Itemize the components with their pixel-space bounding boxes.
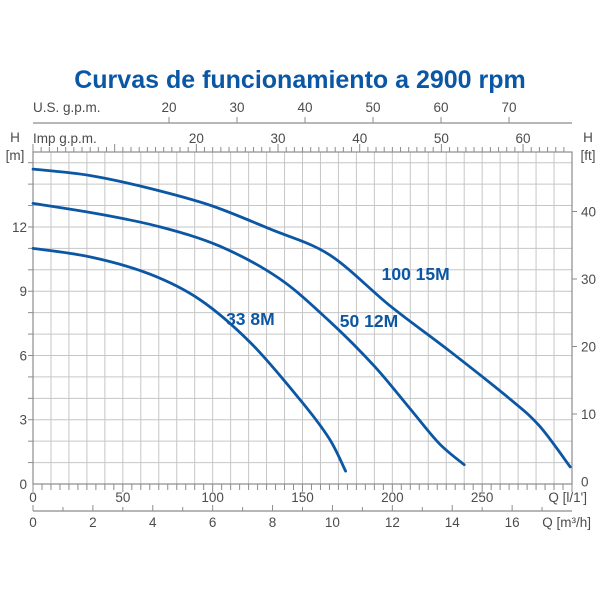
- grid: [33, 152, 572, 484]
- tick-label: 30: [271, 131, 286, 146]
- tick-label: 40: [297, 100, 312, 115]
- axis-left-m: H [m] 0 3 6 9 12: [6, 130, 33, 492]
- curve-50-12m: [31, 202, 466, 467]
- curves: 100 15M 50 12M 33 8M: [31, 167, 572, 473]
- curve-label-33-8m: 33 8M: [226, 309, 275, 329]
- tick-label: 20: [189, 131, 204, 146]
- tick-label: 10: [325, 515, 340, 530]
- tick-label: 0: [29, 515, 37, 530]
- tick-label: 100: [201, 490, 224, 505]
- tick-label: 4: [149, 515, 157, 530]
- tick-label: 60: [434, 100, 449, 115]
- tick-label: 40: [581, 205, 596, 220]
- axis-label-m3-h: Q [m³/h]: [542, 515, 591, 530]
- axis-m3-h: 0 2 4 6 8 10 12 14 16 Q [m³/h]: [29, 505, 591, 530]
- tick-label: 12: [385, 515, 400, 530]
- tick-label: 10: [581, 407, 596, 422]
- tick-label: 70: [502, 100, 517, 115]
- tick-label: 200: [381, 490, 404, 505]
- tick-label: 30: [581, 272, 596, 287]
- axis-label-imp-gpm: Imp g.p.m.: [33, 131, 97, 146]
- tick-label: 2: [89, 515, 97, 530]
- tick-label: 0: [29, 490, 37, 505]
- tick-label: 6: [19, 348, 27, 363]
- axis-label-h-right: H: [583, 130, 593, 145]
- tick-label: 8: [269, 515, 277, 530]
- tick-label: 40: [352, 131, 367, 146]
- tick-label: 20: [581, 340, 596, 355]
- axis-label-us-gpm: U.S. g.p.m.: [33, 100, 101, 115]
- tick-label: 0: [581, 475, 589, 490]
- tick-label: 20: [161, 100, 176, 115]
- axis-unit-m: [m]: [6, 148, 25, 163]
- tick-label: 50: [115, 490, 130, 505]
- curve-label-50-12m: 50 12M: [340, 311, 398, 331]
- tick-label: 12: [12, 220, 27, 235]
- axis-unit-ft: [ft]: [580, 148, 595, 163]
- chart-title: Curvas de funcionamiento a 2900 rpm: [74, 66, 526, 94]
- axis-label-h-left: H: [10, 130, 20, 145]
- axis-right-ft: H [ft] 0 10 20 30 40: [572, 130, 596, 490]
- axis-l-min: 0 50 100 150 200 250 Q [l/1']: [29, 484, 587, 505]
- curve-100-15m: [31, 167, 572, 469]
- tick-label: 0: [19, 477, 27, 492]
- axis-label-l-min: Q [l/1']: [548, 490, 587, 505]
- axis-imp-gpm: Imp g.p.m. 20 30 40 50 60: [32, 131, 565, 152]
- curve-label-100-15m: 100 15M: [382, 264, 450, 284]
- tick-label: 3: [19, 413, 27, 428]
- tick-label: 14: [445, 515, 461, 530]
- axis-us-gpm: U.S. g.p.m. 20 30 40 50 60 70: [33, 100, 572, 124]
- tick-label: 50: [434, 131, 449, 146]
- tick-label: 60: [516, 131, 531, 146]
- tick-label: 6: [209, 515, 217, 530]
- tick-label: 50: [366, 100, 381, 115]
- tick-label: 9: [19, 284, 27, 299]
- tick-label: 150: [291, 490, 314, 505]
- tick-label: 250: [471, 490, 494, 505]
- tick-label: 16: [505, 515, 520, 530]
- tick-label: 30: [229, 100, 244, 115]
- curve-33-8m: [31, 246, 347, 473]
